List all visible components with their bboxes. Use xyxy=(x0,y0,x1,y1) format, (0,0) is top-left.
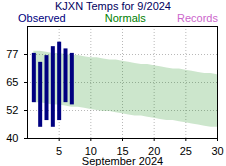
svg-text:77: 77 xyxy=(6,48,18,60)
svg-text:25: 25 xyxy=(180,145,192,157)
svg-text:September 2024: September 2024 xyxy=(82,155,163,166)
svg-text:10: 10 xyxy=(84,145,97,158)
svg-text:5: 5 xyxy=(56,145,62,157)
svg-text:40: 40 xyxy=(6,132,18,144)
svg-text:20: 20 xyxy=(148,145,161,158)
svg-text:65: 65 xyxy=(6,76,18,88)
html-text:KJXN Temps for 9/2024: KJXN Temps for 9/2024 xyxy=(55,0,171,12)
svg-text:15: 15 xyxy=(116,145,129,158)
svg-text:52: 52 xyxy=(6,104,18,116)
svg-text:30: 30 xyxy=(211,145,223,157)
html-text:Records: Records xyxy=(177,12,218,24)
html-text:Normals: Normals xyxy=(104,12,146,24)
html-text:Observed: Observed xyxy=(18,12,66,24)
